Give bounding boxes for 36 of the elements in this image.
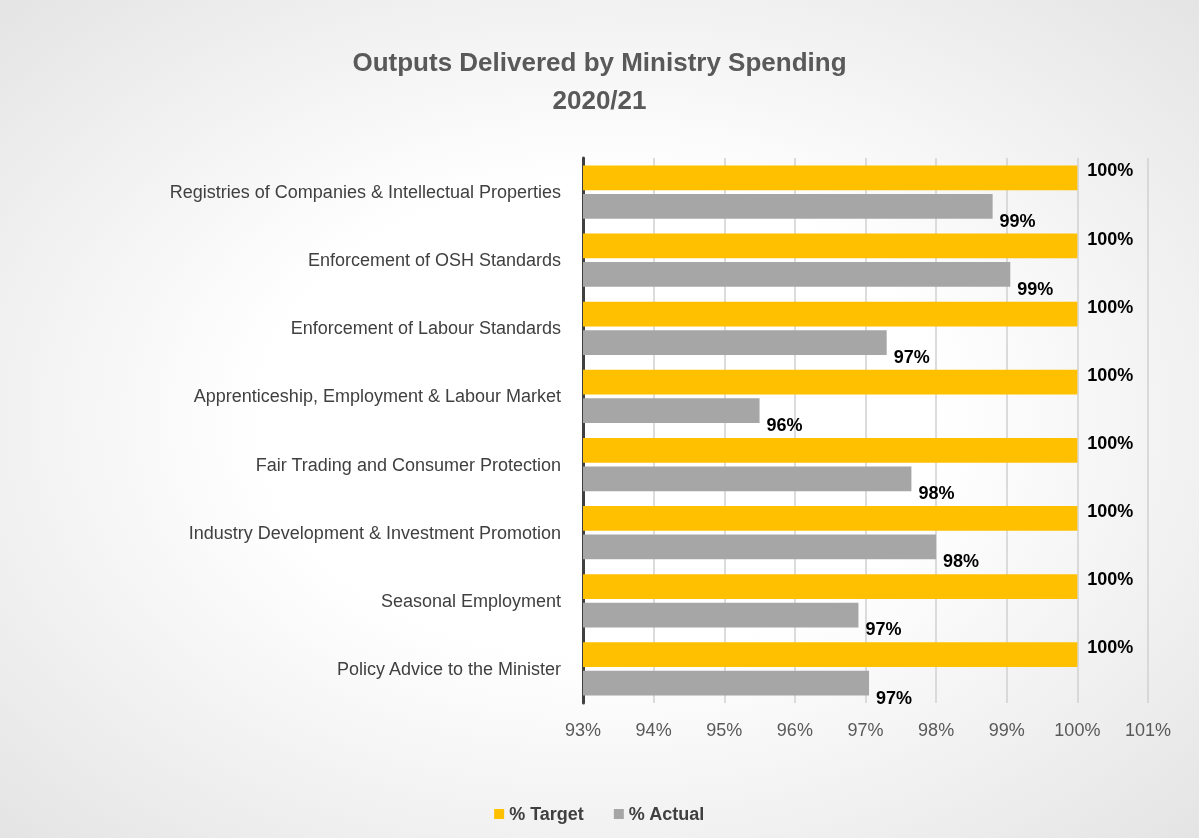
y-tick-label: Fair Trading and Consumer Protection xyxy=(255,454,561,475)
y-tick-label: Seasonal Employment xyxy=(380,590,561,611)
data-label: 100% xyxy=(1087,228,1134,249)
x-tick-label: 98% xyxy=(918,720,955,740)
y-tick-label: Policy Advice to the Minister xyxy=(336,658,561,679)
data-label: 96% xyxy=(766,415,803,436)
data-label: 100% xyxy=(1087,432,1134,453)
x-tick-label: 99% xyxy=(988,720,1025,740)
data-label: 100% xyxy=(1087,501,1134,522)
data-label: 97% xyxy=(876,687,913,708)
y-tick-label: Apprenticeship, Employment & Labour Market xyxy=(193,386,561,407)
x-tick-label: 100% xyxy=(1054,720,1101,740)
x-tick-label: 97% xyxy=(847,720,884,740)
data-label: 99% xyxy=(999,210,1036,231)
y-tick-label: Enforcement of OSH Standards xyxy=(307,250,561,271)
data-label: 97% xyxy=(865,619,902,640)
x-tick-label: 96% xyxy=(776,720,813,740)
y-tick-label: Enforcement of Labour Standards xyxy=(290,318,561,339)
x-tick-label: 93% xyxy=(564,720,602,740)
data-label: 98% xyxy=(918,483,955,504)
data-label: 100% xyxy=(1087,637,1134,658)
legend-label: % Actual xyxy=(628,804,705,824)
data-label: 100% xyxy=(1087,569,1134,590)
x-tick-label: 95% xyxy=(706,720,743,740)
data-label: 100% xyxy=(1087,296,1134,317)
data-label: 100% xyxy=(1087,160,1134,181)
data-label: 99% xyxy=(1017,278,1054,299)
chart-title: Outputs Delivered by Ministry Spending 2020/21 xyxy=(352,47,847,115)
x-tick-label: 101% xyxy=(1124,720,1172,740)
y-tick-label: Registries of Companies & Intellectual Properties xyxy=(169,182,561,203)
data-label: 97% xyxy=(893,346,930,367)
x-tick-label: 94% xyxy=(635,720,672,740)
data-label: 100% xyxy=(1087,364,1134,385)
y-tick-label: Industry Development & Investment Promotion xyxy=(188,522,561,543)
data-label: 98% xyxy=(943,551,980,572)
legend-label: % Target xyxy=(509,804,584,824)
